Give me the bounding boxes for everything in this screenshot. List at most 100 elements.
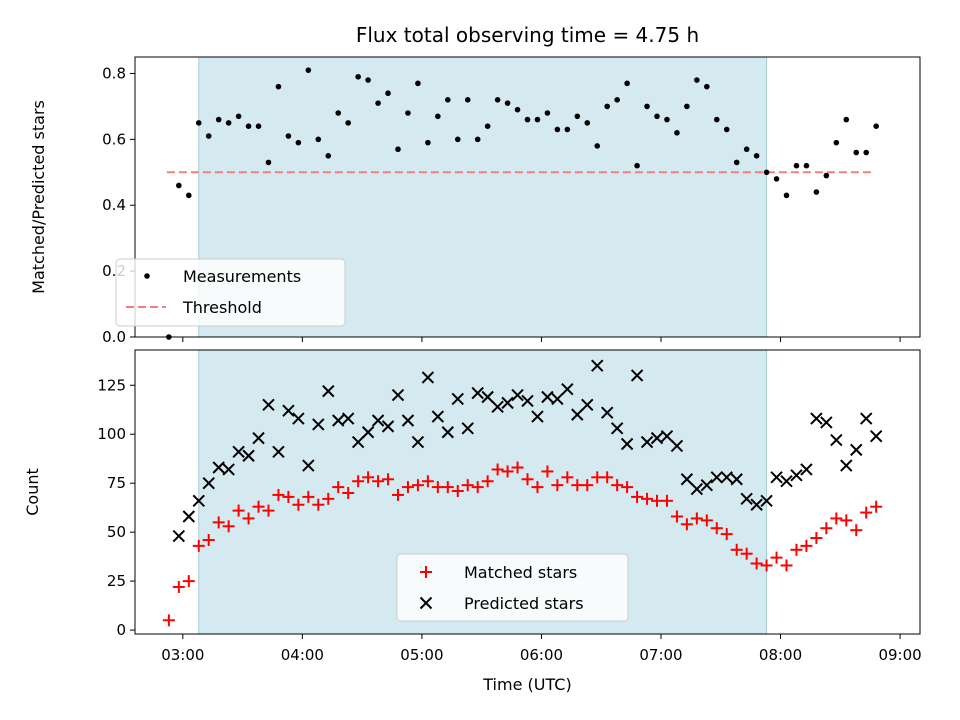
matched-star-point [342,486,355,499]
legend-bottom: Matched stars Predicted stars [396,553,629,622]
measurement-point [853,149,860,156]
matched-star-point [382,473,395,486]
matched-star-point [710,522,723,535]
matched-star-point [581,479,594,492]
y-tick-label: 0.4 [102,196,126,214]
matched-star-point [870,500,883,513]
predicted-star-point [840,459,853,472]
matched-star-point [690,512,703,525]
predicted-star-point [630,369,644,382]
legend-measurements-marker [144,273,150,279]
matched-star-point [840,514,853,527]
matched-star-point [282,490,295,503]
matched-star-point [601,471,614,484]
y-tick-label: 125 [97,376,126,394]
measurement-point [634,162,640,169]
measurement-point [644,103,650,110]
predicted-star-point [740,492,753,506]
measurement-point [176,182,182,189]
matched-star-point [501,465,514,478]
measurement-point [474,136,481,143]
measurement-point [305,67,312,73]
predicted-star-point [232,445,245,459]
matched-star-point [262,504,275,517]
matched-star-point [541,465,554,478]
predicted-star-point [610,422,624,435]
matched-star-point [670,510,683,523]
measurement-point [524,116,531,123]
measurement-point [773,176,780,182]
measurement-point [185,192,192,199]
predicted-star-point [292,412,305,425]
predicted-star-point [421,371,435,384]
matched-star-point [272,488,285,501]
measurement-point [564,126,571,133]
predicted-star-point [850,443,863,457]
measurement-point [793,162,800,169]
measurement-point [863,149,870,156]
measurement-point [594,143,601,149]
predicted-star-point [571,408,584,421]
predicted-star-point [760,494,773,508]
matched-star-point [730,543,743,556]
matched-star-point [172,580,185,593]
measurement-point [435,113,441,120]
measurement-point [704,83,710,90]
x-tick-label: 08:00 [759,646,802,664]
matched-star-point [312,498,325,511]
matched-star-point [461,479,474,492]
matched-star-point [421,475,434,488]
predicted-star-point [461,422,474,435]
measurement-point [195,120,202,126]
measurement-point [753,153,760,159]
matched-star-point [621,481,634,494]
predicted-star-point [680,473,694,486]
matched-star-point [451,485,464,498]
predicted-star-point [312,418,325,431]
legend-threshold-label: Threshold [182,298,262,317]
measurement-point [504,100,511,106]
measurement-point [225,120,232,126]
matched-star-point [680,518,693,531]
matched-star-point [750,557,763,570]
measurement-point [255,123,262,129]
matched-star-point [352,475,365,488]
predicted-star-point [810,412,823,425]
predicted-star-point [361,426,375,439]
chart-title: Flux total observing time = 4.75 h [356,23,699,47]
predicted-star-point [302,459,315,472]
predicted-star-point [332,414,345,427]
measurement-point [763,169,770,176]
measurement-point [733,159,740,166]
matched-star-point [521,473,534,486]
predicted-star-point [551,392,564,406]
y-axis-label: Count [23,468,42,516]
measurement-point [405,110,411,116]
measurement-point [365,77,371,83]
measurement-point [873,123,879,129]
matched-star-point [860,506,873,519]
legend-box [396,553,629,622]
legend-box [115,258,346,327]
measurement-point [604,103,610,110]
matched-star-point [830,512,843,525]
measurement-point [335,110,342,116]
matched-star-point [322,492,335,505]
predicted-star-point [322,384,335,398]
matched-star-point [441,481,454,494]
predicted-star-point [859,412,873,425]
matched-star-point [401,481,414,494]
matched-star-point [740,547,753,560]
predicted-star-point [541,390,554,404]
predicted-star-point [262,398,275,412]
y-axis-label: Matched/Predicted stars [29,100,48,294]
legend-predicted-label: Predicted stars [464,594,584,613]
measurement-point [464,97,471,103]
predicted-star-point [222,463,235,476]
matched-star-point [302,490,315,503]
predicted-star-point [730,473,743,486]
predicted-star-point [521,394,534,408]
predicted-star-point [700,478,714,492]
top-frame [134,56,921,338]
